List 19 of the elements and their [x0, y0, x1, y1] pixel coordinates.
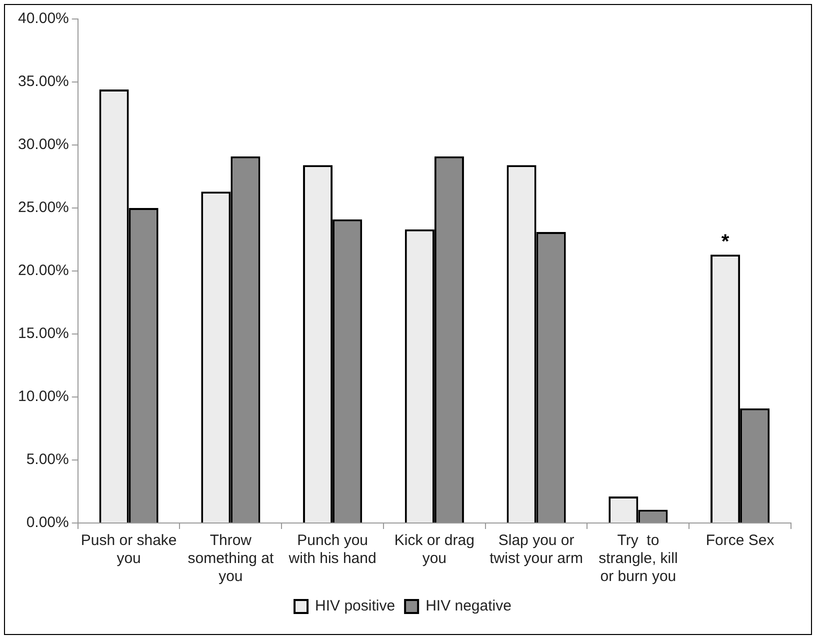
- x-tick-label: Push or shake you: [80, 532, 177, 568]
- y-tick-label: 35.00%: [18, 73, 69, 90]
- x-tick-label: Throw something at you: [188, 532, 274, 586]
- y-tick-label: 15.00%: [18, 325, 69, 342]
- y-tick-label: 30.00%: [18, 136, 69, 154]
- annotation: *: [721, 231, 730, 254]
- y-tick-label: 20.00%: [18, 262, 69, 280]
- y-tick-label: 10.00%: [18, 388, 69, 406]
- x-tick-label: Punch you with his hand: [288, 532, 376, 568]
- y-tick-label: 40.00%: [18, 10, 69, 28]
- legend-label: HIV negative: [426, 598, 512, 615]
- x-tick-label: Kick or drag you: [394, 532, 474, 568]
- x-tick-label: Force Sex: [706, 532, 775, 550]
- y-tick-label: 5.00%: [26, 451, 69, 468]
- y-tick-label: 0.00%: [26, 514, 69, 532]
- x-tick-label: Slap you or twist your arm: [490, 532, 583, 568]
- y-tick-label: 25.00%: [18, 199, 69, 216]
- x-tick-label: Try to strangle, kill or burn you: [598, 532, 678, 586]
- legend-label: HIV positive: [315, 598, 396, 615]
